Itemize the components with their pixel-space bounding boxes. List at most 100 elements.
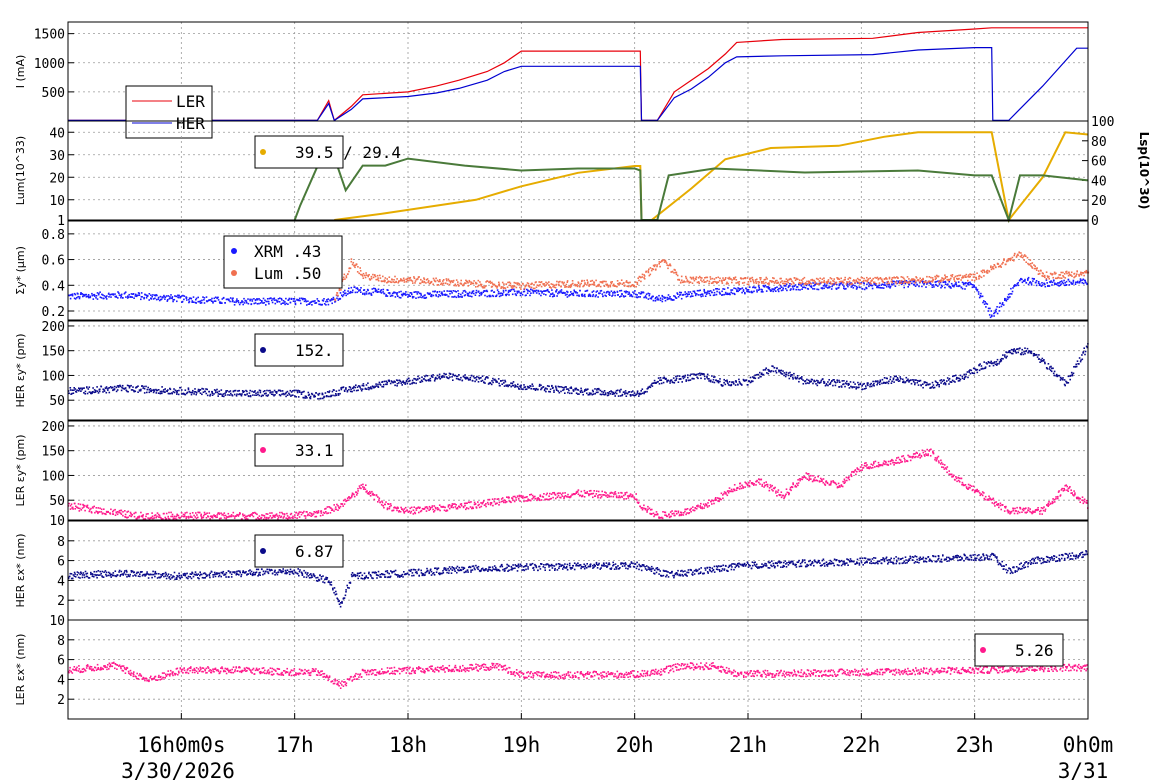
data-point xyxy=(361,275,364,277)
data-point xyxy=(327,298,329,300)
data-point xyxy=(820,381,822,384)
data-point xyxy=(603,285,606,287)
data-point xyxy=(1042,360,1045,362)
data-point xyxy=(914,382,916,384)
data-point xyxy=(977,291,980,293)
data-point xyxy=(637,393,639,395)
data-point xyxy=(1036,354,1038,356)
data-point xyxy=(757,283,760,285)
data-point xyxy=(496,285,499,288)
data-point xyxy=(442,375,444,377)
data-point xyxy=(1047,363,1050,365)
data-point xyxy=(514,386,516,388)
data-point xyxy=(76,389,78,391)
data-point xyxy=(206,394,209,397)
legend-box xyxy=(254,333,344,367)
data-point xyxy=(1037,273,1040,275)
data-point xyxy=(486,280,489,282)
data-point xyxy=(375,385,378,387)
data-point xyxy=(651,268,654,270)
data-point xyxy=(1056,282,1059,284)
data-point xyxy=(504,499,507,502)
data-point xyxy=(812,382,814,385)
data-point xyxy=(265,518,267,520)
data-point xyxy=(130,384,132,387)
data-point xyxy=(169,392,172,395)
data-point xyxy=(670,379,673,381)
data-point xyxy=(262,297,265,300)
data-point xyxy=(931,284,933,286)
data-point xyxy=(200,517,203,520)
data-point xyxy=(303,397,305,399)
data-point xyxy=(938,384,940,386)
data-point xyxy=(466,507,468,509)
data-point xyxy=(173,515,176,518)
data-point xyxy=(843,383,845,385)
data-point xyxy=(442,279,445,281)
data-point xyxy=(512,285,514,287)
data-point xyxy=(535,281,537,283)
data-point xyxy=(979,363,981,365)
data-point xyxy=(151,389,153,391)
data-point xyxy=(442,280,444,282)
data-point xyxy=(1002,358,1004,360)
data-point xyxy=(1020,277,1022,280)
data-point xyxy=(383,506,385,509)
data-point xyxy=(623,296,625,298)
data-point xyxy=(1010,287,1012,290)
data-point xyxy=(271,512,273,514)
ytick-label: 40 xyxy=(49,126,65,141)
data-point xyxy=(1016,253,1019,256)
data-point xyxy=(461,296,463,298)
data-point xyxy=(757,377,760,379)
data-point xyxy=(665,262,668,264)
data-point xyxy=(200,515,202,517)
data-point xyxy=(160,298,163,300)
data-point xyxy=(133,390,135,393)
data-point xyxy=(891,281,893,284)
data-point xyxy=(582,393,584,396)
data-point xyxy=(614,391,617,394)
data-point xyxy=(464,374,466,376)
data-point xyxy=(934,380,937,382)
data-point xyxy=(153,517,156,519)
data-point xyxy=(592,295,594,298)
data-point xyxy=(742,289,745,291)
data-point xyxy=(237,514,239,516)
data-point xyxy=(483,286,486,289)
data-point xyxy=(659,377,662,379)
data-point xyxy=(898,280,900,283)
data-point xyxy=(575,392,578,394)
data-point xyxy=(525,388,528,390)
data-point xyxy=(191,512,194,514)
data-point xyxy=(1067,274,1070,277)
data-point xyxy=(535,289,538,292)
data-point xyxy=(579,285,581,288)
data-point xyxy=(347,290,349,292)
data-point xyxy=(356,271,359,273)
data-point xyxy=(677,296,680,298)
data-point xyxy=(109,513,112,515)
data-point xyxy=(353,493,355,496)
data-point xyxy=(78,297,81,300)
data-point xyxy=(300,297,303,300)
data-point xyxy=(775,370,777,372)
data-point xyxy=(546,492,548,495)
data-point xyxy=(462,505,465,508)
data-point xyxy=(686,293,689,296)
data-point xyxy=(391,278,393,280)
data-point xyxy=(427,281,429,284)
data-point xyxy=(652,295,654,298)
data-point xyxy=(840,280,842,283)
data-point xyxy=(70,293,73,296)
data-point xyxy=(1044,361,1046,364)
data-point xyxy=(842,383,844,386)
data-point xyxy=(873,385,875,387)
data-point xyxy=(998,361,1001,363)
data-point xyxy=(572,389,574,391)
data-point xyxy=(272,391,274,393)
data-point xyxy=(384,280,386,282)
data-point xyxy=(524,386,526,388)
data-point xyxy=(832,280,834,282)
data-point xyxy=(629,394,632,396)
